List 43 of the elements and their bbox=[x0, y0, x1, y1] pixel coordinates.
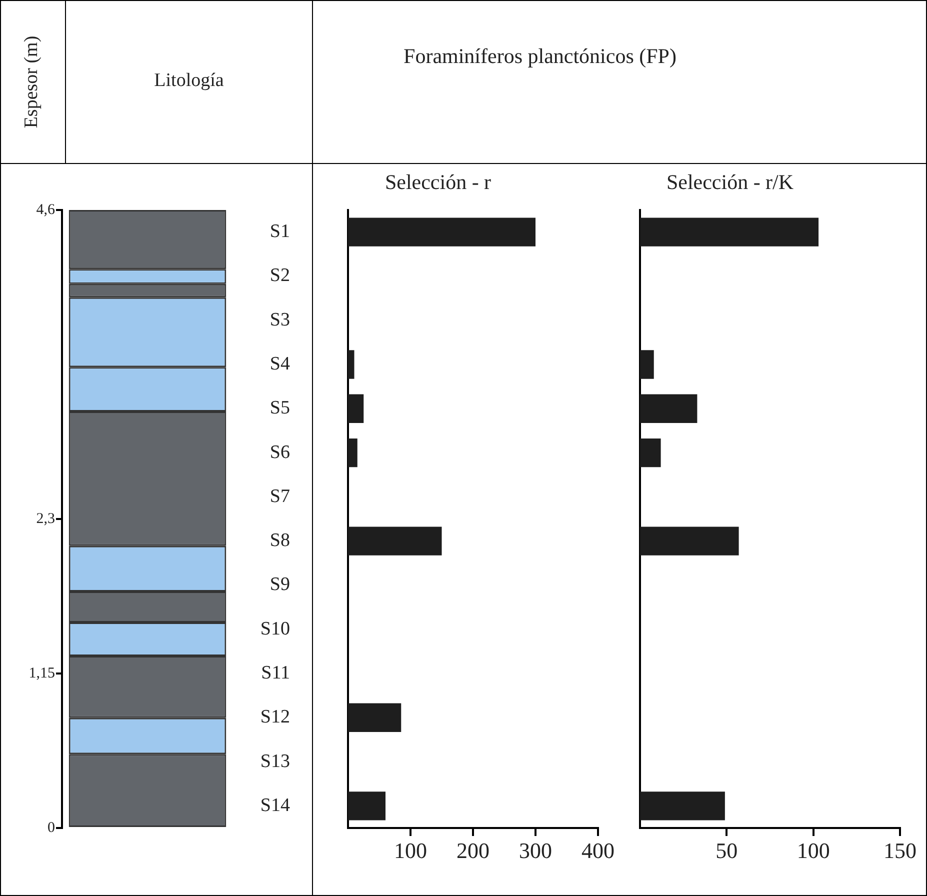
bar bbox=[640, 526, 739, 556]
bar bbox=[348, 526, 442, 556]
x-tick-label: 100 bbox=[394, 838, 427, 863]
y-axis-title: Espesor (m) bbox=[22, 35, 44, 128]
x-tick-label: 200 bbox=[456, 838, 490, 863]
chart-title: Selección - r/K bbox=[665, 170, 795, 195]
y-tick-label: S8 bbox=[270, 530, 290, 552]
bar bbox=[640, 350, 654, 379]
bar bbox=[640, 438, 661, 468]
y-tick-label: S14 bbox=[260, 794, 290, 816]
bar bbox=[640, 792, 725, 820]
x-tick-label: 50 bbox=[716, 838, 738, 863]
y-tick-label: S6 bbox=[270, 442, 290, 463]
y-tick-label: 1,15 bbox=[28, 665, 55, 682]
y-tick-label: S2 bbox=[270, 265, 290, 286]
bar bbox=[640, 394, 698, 423]
x-tick-label: 300 bbox=[519, 838, 552, 863]
x-tick-label: 100 bbox=[796, 838, 830, 863]
y-tick-label: 2,3 bbox=[36, 510, 55, 527]
y-tick-label: S5 bbox=[270, 398, 290, 419]
bar bbox=[348, 218, 536, 246]
y-tick-label: S3 bbox=[270, 309, 290, 330]
text: Foraminíferos planctónicos (FP) bbox=[402, 43, 678, 70]
chart-title: Selección - r bbox=[384, 170, 492, 195]
y-tick-label: S1 bbox=[270, 221, 290, 242]
y-tick-label: 0 bbox=[48, 820, 55, 836]
bar bbox=[348, 394, 364, 423]
bar bbox=[348, 703, 402, 732]
y-tick-label: S11 bbox=[261, 662, 290, 684]
y-tick-label: S12 bbox=[260, 706, 290, 728]
bar bbox=[640, 218, 819, 246]
y-tick-label: S7 bbox=[270, 486, 290, 507]
y-tick-label: 4,6 bbox=[36, 202, 56, 218]
y-tick-label: S10 bbox=[260, 618, 290, 640]
x-tick-label: 150 bbox=[884, 838, 916, 863]
bar bbox=[348, 438, 358, 468]
y-tick-label: S4 bbox=[270, 353, 290, 374]
bar bbox=[348, 792, 386, 820]
y-tick-label: S9 bbox=[270, 574, 290, 596]
bar bbox=[348, 350, 354, 379]
y-tick-label: S13 bbox=[260, 750, 290, 772]
x-tick-label: 400 bbox=[582, 838, 614, 863]
chart-title: Litología bbox=[153, 70, 225, 92]
